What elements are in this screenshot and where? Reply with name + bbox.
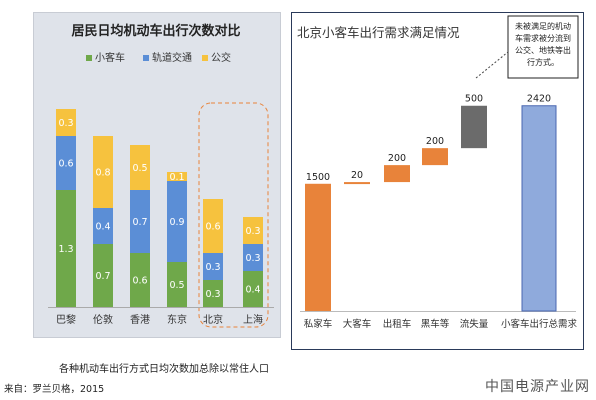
annotation-line-0: 未被满足的机动 [515, 21, 571, 31]
bar-巴黎-轨道交通 [56, 136, 76, 190]
bar-北京-公交 [203, 199, 223, 253]
bar-北京-轨道交通 [203, 253, 223, 280]
data-label-巴黎-轨道交通: 0.6 [58, 159, 73, 170]
bar-东京-公交 [167, 172, 187, 181]
x-tick-label-上海: 上海 [243, 313, 263, 326]
data-label-东京-轨道交通: 0.9 [169, 217, 184, 228]
data-label-伦敦-轨道交通: 0.4 [95, 222, 110, 233]
data-label-香港-轨道交通: 0.7 [132, 217, 147, 228]
bar-香港-小客车 [130, 253, 150, 307]
x-tick-label-黑车等: 黑车等 [421, 318, 450, 330]
bar-伦敦-轨道交通 [93, 208, 113, 244]
bar-上海-公交 [243, 217, 263, 244]
bar-巴黎-公交 [56, 109, 76, 136]
data-label-小客车出行总需求: 2420 [527, 94, 551, 105]
x-tick-label-北京: 北京 [203, 313, 223, 326]
annotation-connector [475, 51, 509, 79]
annotation-line-1: 车需求被分流到 [515, 33, 571, 43]
data-label-东京-小客车: 0.5 [169, 280, 184, 291]
legend-swatch-1 [143, 55, 149, 61]
data-label-东京-公交: 0.1 [169, 172, 184, 183]
x-tick-label-东京: 东京 [167, 313, 187, 326]
bar-巴黎-小客车 [56, 190, 76, 307]
data-label-私家车: 1500 [306, 172, 330, 183]
legend-swatch-2 [202, 55, 208, 61]
data-label-大客车: 20 [351, 170, 363, 181]
data-label-伦敦-小客车: 0.7 [95, 271, 110, 282]
data-label-上海-公交: 0.3 [245, 226, 260, 237]
x-tick-label-私家车: 私家车 [304, 318, 333, 330]
bar-伦敦-小客车 [93, 244, 113, 307]
bar-东京-小客车 [167, 262, 187, 307]
bar-出租车 [384, 165, 410, 183]
bar-香港-公交 [130, 145, 150, 190]
data-label-上海-轨道交通: 0.3 [245, 253, 260, 264]
data-label-北京-公交: 0.6 [205, 222, 220, 233]
annotation-line-2: 公交、地铁等出 [515, 45, 571, 55]
x-tick-label-香港: 香港 [130, 314, 150, 326]
data-label-黑车等: 200 [426, 136, 444, 147]
bar-东京-轨道交通 [167, 181, 187, 262]
data-label-巴黎-公交: 0.3 [58, 118, 73, 129]
legend-swatch-0 [86, 55, 92, 61]
legend-label-0: 小客车 [95, 51, 125, 64]
bar-上海-小客车 [243, 271, 263, 307]
data-label-巴黎-小客车: 1.3 [58, 244, 73, 255]
bar-北京-小客车 [203, 280, 223, 307]
source-note: 来自：罗兰贝格，2015 [4, 384, 105, 395]
x-tick-label-大客车: 大客车 [343, 318, 372, 330]
annotation-box [507, 15, 579, 79]
bar-黑车等 [422, 148, 448, 166]
data-label-伦敦-公交: 0.8 [95, 168, 110, 179]
bar-私家车 [305, 183, 331, 311]
bar-流失量 [461, 105, 487, 149]
bar-大客车 [344, 182, 370, 185]
chart-caption: 各种机动车出行方式日均次数加总除以常住人口 [59, 364, 269, 375]
left-chart-title: 居民日均机动车出行次数对比 [71, 23, 240, 39]
x-tick-label-巴黎: 巴黎 [56, 313, 76, 326]
bar-小客车出行总需求 [521, 105, 557, 312]
right-chart-title: 北京小客车出行需求满足情况 [297, 25, 460, 40]
data-label-出租车: 200 [388, 153, 406, 164]
highlight-box [198, 102, 269, 328]
bar-伦敦-公交 [93, 136, 113, 208]
data-label-上海-小客车: 0.4 [245, 285, 260, 296]
bar-上海-轨道交通 [243, 244, 263, 271]
watermark: 中国电源产业网 [485, 379, 590, 395]
legend-label-1: 轨道交通 [152, 51, 192, 64]
legend-label-2: 公交 [211, 51, 231, 64]
data-label-北京-小客车: 0.3 [205, 289, 220, 300]
x-tick-label-小客车出行总需求: 小客车出行总需求 [501, 318, 578, 330]
x-tick-label-出租车: 出租车 [383, 318, 412, 330]
x-tick-label-伦敦: 伦敦 [93, 313, 113, 326]
annotation-line-3: 行方式。 [527, 57, 559, 67]
data-label-香港-小客车: 0.6 [132, 276, 147, 287]
bar-香港-轨道交通 [130, 190, 150, 253]
data-label-香港-公交: 0.5 [132, 163, 147, 174]
data-label-北京-轨道交通: 0.3 [205, 262, 220, 273]
x-tick-label-流失量: 流失量 [460, 318, 489, 330]
data-label-流失量: 500 [465, 94, 483, 105]
